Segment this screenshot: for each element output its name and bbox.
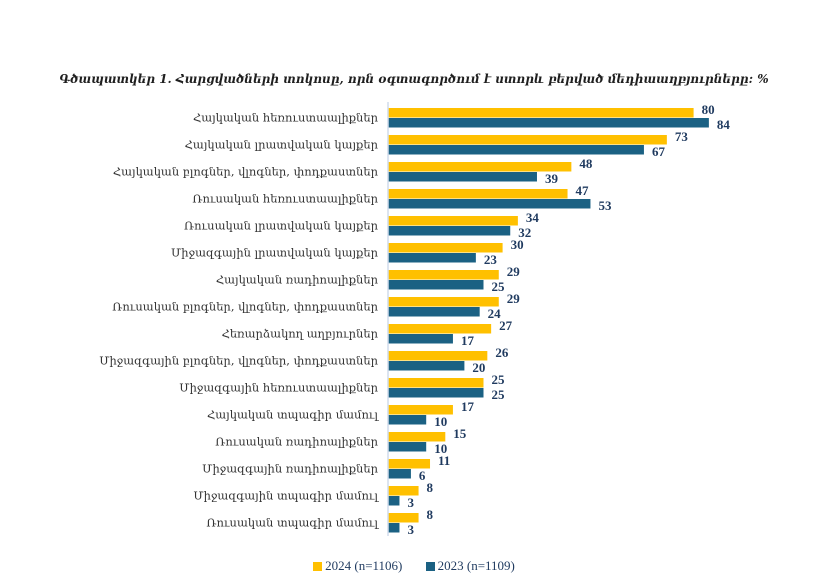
value-label-2023: 23: [484, 252, 498, 267]
bar-2023: [388, 118, 709, 128]
value-label-2023: 3: [407, 495, 414, 510]
legend-swatch-2024: [313, 561, 323, 571]
category-label: Միջազգային հեռուստաալիքներ: [179, 381, 378, 395]
legend-swatch-2023: [425, 561, 435, 571]
value-label-2023: 10: [434, 441, 447, 456]
value-label-2023: 17: [461, 333, 475, 348]
value-label-2024: 80: [702, 102, 715, 117]
category-labels: Հայկական հեռուստաալիքներ Հայկական լրատվակ…: [99, 111, 379, 530]
value-label-2024: 25: [492, 372, 506, 387]
category-label: Միջազգային տպագիր մամուլ: [193, 489, 379, 503]
bar-2023: [388, 334, 453, 344]
bar-2024: [388, 405, 453, 415]
category-label: Հայկական բլոգներ, վլոգներ, փոդքաստներ: [113, 165, 379, 179]
bar-2024: [388, 270, 499, 280]
category-label: Ռուսական բլոգներ, վլոգներ, փոդքաստներ: [112, 300, 378, 314]
legend: 2024 (n=1106) 2023 (n=1109): [0, 558, 828, 575]
bar-2023: [388, 415, 427, 425]
value-label-2024: 17: [461, 399, 475, 414]
value-label-2023: 10: [434, 414, 447, 429]
bar-2023: [388, 496, 400, 506]
value-label-2023: 84: [717, 117, 731, 132]
category-label: Միջազգային ռադիոալիքներ: [202, 462, 378, 476]
bar-2023: [388, 253, 476, 263]
value-label-2024: 30: [511, 237, 524, 252]
bar-2024: [388, 486, 419, 496]
value-label-2024: 8: [427, 507, 434, 522]
value-label-2024: 11: [438, 453, 450, 468]
legend-label-2023: 2023 (n=1109): [437, 558, 515, 573]
category-label: Ռուսական լրատվական կայքեր: [184, 219, 379, 233]
category-label: Հայկական ռադիոալիքներ: [216, 273, 379, 287]
bar-2024: [388, 135, 667, 145]
legend-item-2024: 2024 (n=1106): [313, 558, 402, 574]
value-label-2024: 73: [675, 129, 689, 144]
category-label: Հեռարձակող աղբյուրներ: [222, 327, 379, 341]
bar-2023: [388, 361, 465, 371]
category-label: Ռուսական տպագիր մամուլ: [206, 516, 379, 530]
value-label-2024: 27: [499, 318, 513, 333]
bar-2023: [388, 199, 591, 209]
bar-2024: [388, 243, 503, 253]
value-label-2023: 25: [492, 387, 506, 402]
bar-2024: [388, 162, 572, 172]
value-label-2023: 32: [518, 225, 531, 240]
bar-2024: [388, 459, 431, 469]
bar-2023: [388, 307, 480, 317]
value-label-2024: 34: [526, 210, 540, 225]
value-label-2024: 47: [576, 183, 590, 198]
bar-2023: [388, 280, 484, 290]
value-label-2024: 48: [579, 156, 593, 171]
category-label: Ռուսական ռադիոալիքներ: [215, 435, 378, 449]
bar-2023: [388, 523, 400, 533]
value-label-2024: 8: [427, 480, 434, 495]
category-label: Միջազգային լրատվական կայքեր: [171, 246, 379, 260]
value-label-2023: 67: [652, 144, 666, 159]
bar-2024: [388, 432, 446, 442]
bar-2024: [388, 351, 488, 361]
value-label-2024: 15: [453, 426, 467, 441]
value-label-2023: 53: [598, 198, 612, 213]
bar-2023: [388, 388, 484, 398]
category-label: Ռուսական հեռուստաալիքներ: [192, 192, 378, 206]
value-labels: 8084736748394753343230232925292427172620…: [407, 102, 730, 537]
value-label-2023: 24: [488, 306, 502, 321]
bar-2023: [388, 469, 411, 479]
bar-2024: [388, 324, 492, 334]
bar-2024: [388, 189, 568, 199]
bar-2024: [388, 108, 694, 118]
category-label: Հայկական հեռուստաալիքներ: [193, 111, 379, 125]
value-label-2023: 39: [545, 171, 559, 186]
bars: [388, 108, 709, 533]
value-label-2024: 26: [495, 345, 509, 360]
legend-label-2024: 2024 (n=1106): [325, 558, 403, 573]
bar-2024: [388, 297, 499, 307]
category-label: Հայկական լրատվական կայքեր: [185, 138, 379, 152]
legend-item-2023: 2023 (n=1109): [425, 558, 515, 574]
category-label: Միջազգային բլոգներ, վլոգներ, փոդքաստներ: [99, 354, 378, 368]
value-label-2023: 6: [419, 468, 426, 483]
value-label-2023: 3: [407, 522, 414, 537]
bar-2023: [388, 172, 537, 182]
bar-2024: [388, 216, 518, 226]
category-label: Հայկական տպագիր մամուլ: [207, 408, 379, 422]
bar-2023: [388, 442, 427, 452]
bar-2023: [388, 226, 511, 236]
value-label-2023: 25: [492, 279, 506, 294]
value-label-2024: 29: [507, 264, 521, 279]
value-label-2024: 29: [507, 291, 521, 306]
value-label-2023: 20: [472, 360, 485, 375]
bar-2024: [388, 378, 484, 388]
bar-2023: [388, 145, 644, 155]
chart-title: Գծապատկեր 1. Հարցվածների տոկոսը, որն օգտ…: [59, 72, 769, 86]
bar-2024: [388, 513, 419, 523]
